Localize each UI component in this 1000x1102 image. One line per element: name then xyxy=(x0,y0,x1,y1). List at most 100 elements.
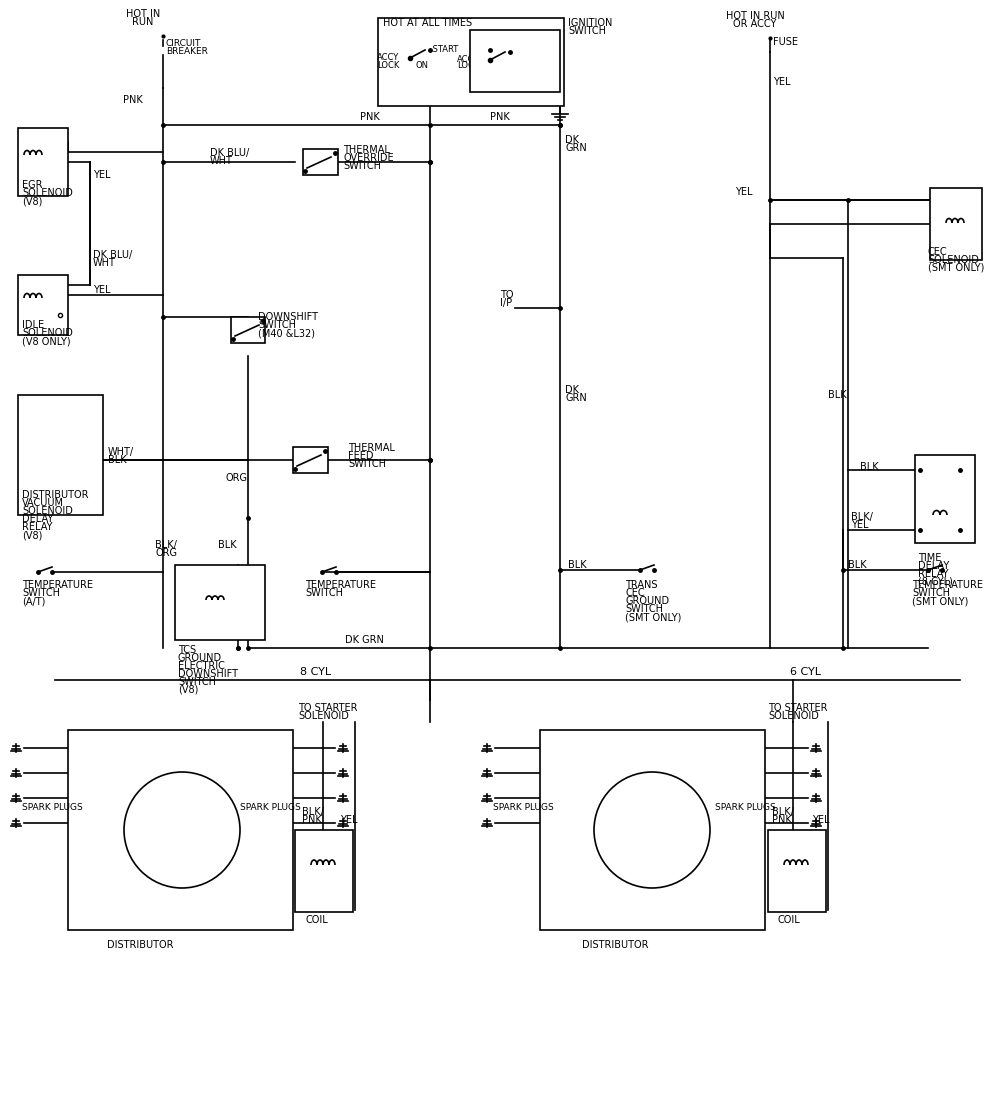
Text: (8 CYL): (8 CYL) xyxy=(918,577,953,587)
Text: IGNITION: IGNITION xyxy=(568,18,612,28)
Text: (SMT ONLY): (SMT ONLY) xyxy=(625,612,681,622)
Text: GROUND: GROUND xyxy=(625,596,669,606)
Text: ELECTRIC: ELECTRIC xyxy=(178,661,225,671)
Text: SWITCH: SWITCH xyxy=(348,460,386,469)
Text: HOT AT ALL TIMES: HOT AT ALL TIMES xyxy=(383,18,472,28)
Text: SOLENOID: SOLENOID xyxy=(22,506,73,516)
Text: RUN: RUN xyxy=(132,17,154,28)
Text: SPARK PLUGS: SPARK PLUGS xyxy=(22,803,83,812)
Text: BLK: BLK xyxy=(568,560,587,570)
Text: (SMT ONLY): (SMT ONLY) xyxy=(912,596,968,606)
Text: DOWNSHIFT: DOWNSHIFT xyxy=(258,312,318,322)
Bar xyxy=(540,730,765,930)
Text: SPARK PLUGS: SPARK PLUGS xyxy=(493,803,554,812)
Bar xyxy=(768,830,826,912)
Text: TCS: TCS xyxy=(178,645,196,655)
Text: GRN: GRN xyxy=(565,393,587,403)
Text: WHT: WHT xyxy=(93,258,116,268)
Text: PNK: PNK xyxy=(360,112,380,122)
Text: DK: DK xyxy=(565,385,579,395)
Text: DOWNSHIFT: DOWNSHIFT xyxy=(178,669,238,679)
Text: DISTRIBUTOR: DISTRIBUTOR xyxy=(582,940,648,950)
Text: RELAY: RELAY xyxy=(918,569,948,579)
Text: SWITCH: SWITCH xyxy=(568,26,606,36)
Text: EGR: EGR xyxy=(22,180,42,190)
Text: SOLENOID: SOLENOID xyxy=(768,711,819,721)
Text: DK: DK xyxy=(565,136,579,145)
Text: VACUUM: VACUUM xyxy=(22,498,64,508)
Text: (V8): (V8) xyxy=(22,196,42,206)
Text: TIME: TIME xyxy=(918,553,941,563)
Text: TO STARTER: TO STARTER xyxy=(298,703,358,713)
Text: (V8): (V8) xyxy=(22,530,42,540)
Text: SPARK PLUGS: SPARK PLUGS xyxy=(240,803,301,812)
Text: GROUND: GROUND xyxy=(178,653,222,663)
Bar xyxy=(18,276,68,335)
Text: RELAY: RELAY xyxy=(22,522,52,532)
Text: IDLE: IDLE xyxy=(22,320,44,329)
Text: 8 CYL: 8 CYL xyxy=(300,667,331,677)
Text: BLK/: BLK/ xyxy=(155,540,177,550)
Bar xyxy=(303,149,338,175)
Text: BLK: BLK xyxy=(848,560,867,570)
Text: FUSE: FUSE xyxy=(773,37,798,47)
Text: THERMAL: THERMAL xyxy=(343,145,390,155)
Text: 6 CYL: 6 CYL xyxy=(790,667,821,677)
Text: I/P: I/P xyxy=(500,298,512,307)
Text: ACCY: ACCY xyxy=(377,54,399,63)
Bar xyxy=(930,188,982,260)
Text: SOLENOID: SOLENOID xyxy=(928,255,979,264)
Bar xyxy=(915,455,975,543)
Text: COIL: COIL xyxy=(778,915,801,925)
Text: ORG: ORG xyxy=(155,548,177,558)
Text: TO STARTER: TO STARTER xyxy=(768,703,828,713)
Text: YEL: YEL xyxy=(93,285,110,295)
Text: SPARK PLUGS: SPARK PLUGS xyxy=(715,803,776,812)
Bar xyxy=(18,128,68,196)
Text: BLK/: BLK/ xyxy=(851,512,873,522)
Text: SWITCH: SWITCH xyxy=(258,320,296,329)
Text: PNK: PNK xyxy=(123,95,143,105)
Text: WHT: WHT xyxy=(210,156,233,166)
Text: WHT/: WHT/ xyxy=(108,447,134,457)
Text: (SMT ONLY): (SMT ONLY) xyxy=(928,263,984,273)
Text: ON: ON xyxy=(415,61,428,69)
Text: DK BLU/: DK BLU/ xyxy=(210,148,249,158)
Text: YEL: YEL xyxy=(851,520,868,530)
Text: TEMPERATURE: TEMPERATURE xyxy=(912,580,983,590)
Text: (V8): (V8) xyxy=(178,685,198,695)
Text: HOT IN: HOT IN xyxy=(126,9,160,19)
Text: (M40 &L32): (M40 &L32) xyxy=(258,328,315,338)
Text: ACCY: ACCY xyxy=(457,55,479,65)
Bar xyxy=(378,18,564,106)
Text: DK GRN: DK GRN xyxy=(345,635,384,645)
Text: PNK: PNK xyxy=(490,112,510,122)
Bar xyxy=(231,317,265,343)
Text: GRN: GRN xyxy=(565,143,587,153)
Bar xyxy=(175,565,265,640)
Text: SWITCH: SWITCH xyxy=(343,161,381,171)
Text: YEL: YEL xyxy=(812,815,830,825)
Text: START: START xyxy=(510,47,538,56)
Text: DELAY: DELAY xyxy=(918,561,949,571)
Text: BLK: BLK xyxy=(108,455,127,465)
Text: SWITCH: SWITCH xyxy=(22,588,60,598)
Text: DISTRIBUTOR: DISTRIBUTOR xyxy=(107,940,173,950)
Text: BLK/: BLK/ xyxy=(302,807,324,817)
Text: BLK/: BLK/ xyxy=(772,807,794,817)
Text: SWITCH: SWITCH xyxy=(178,677,216,687)
Text: FEED: FEED xyxy=(348,451,374,461)
Text: LOCK: LOCK xyxy=(377,61,399,69)
Bar xyxy=(68,730,293,930)
Text: CEC: CEC xyxy=(928,247,948,257)
Text: HOT IN RUN: HOT IN RUN xyxy=(726,11,784,21)
Text: PNK: PNK xyxy=(302,815,322,825)
Text: DELAY: DELAY xyxy=(22,514,53,523)
Bar xyxy=(18,395,103,515)
Text: YEL: YEL xyxy=(340,815,358,825)
Text: PNK: PNK xyxy=(772,815,792,825)
Text: BLK: BLK xyxy=(828,390,847,400)
Text: SOLENOID: SOLENOID xyxy=(22,188,73,198)
Bar xyxy=(293,447,328,473)
Text: OR ACCY: OR ACCY xyxy=(733,19,777,29)
